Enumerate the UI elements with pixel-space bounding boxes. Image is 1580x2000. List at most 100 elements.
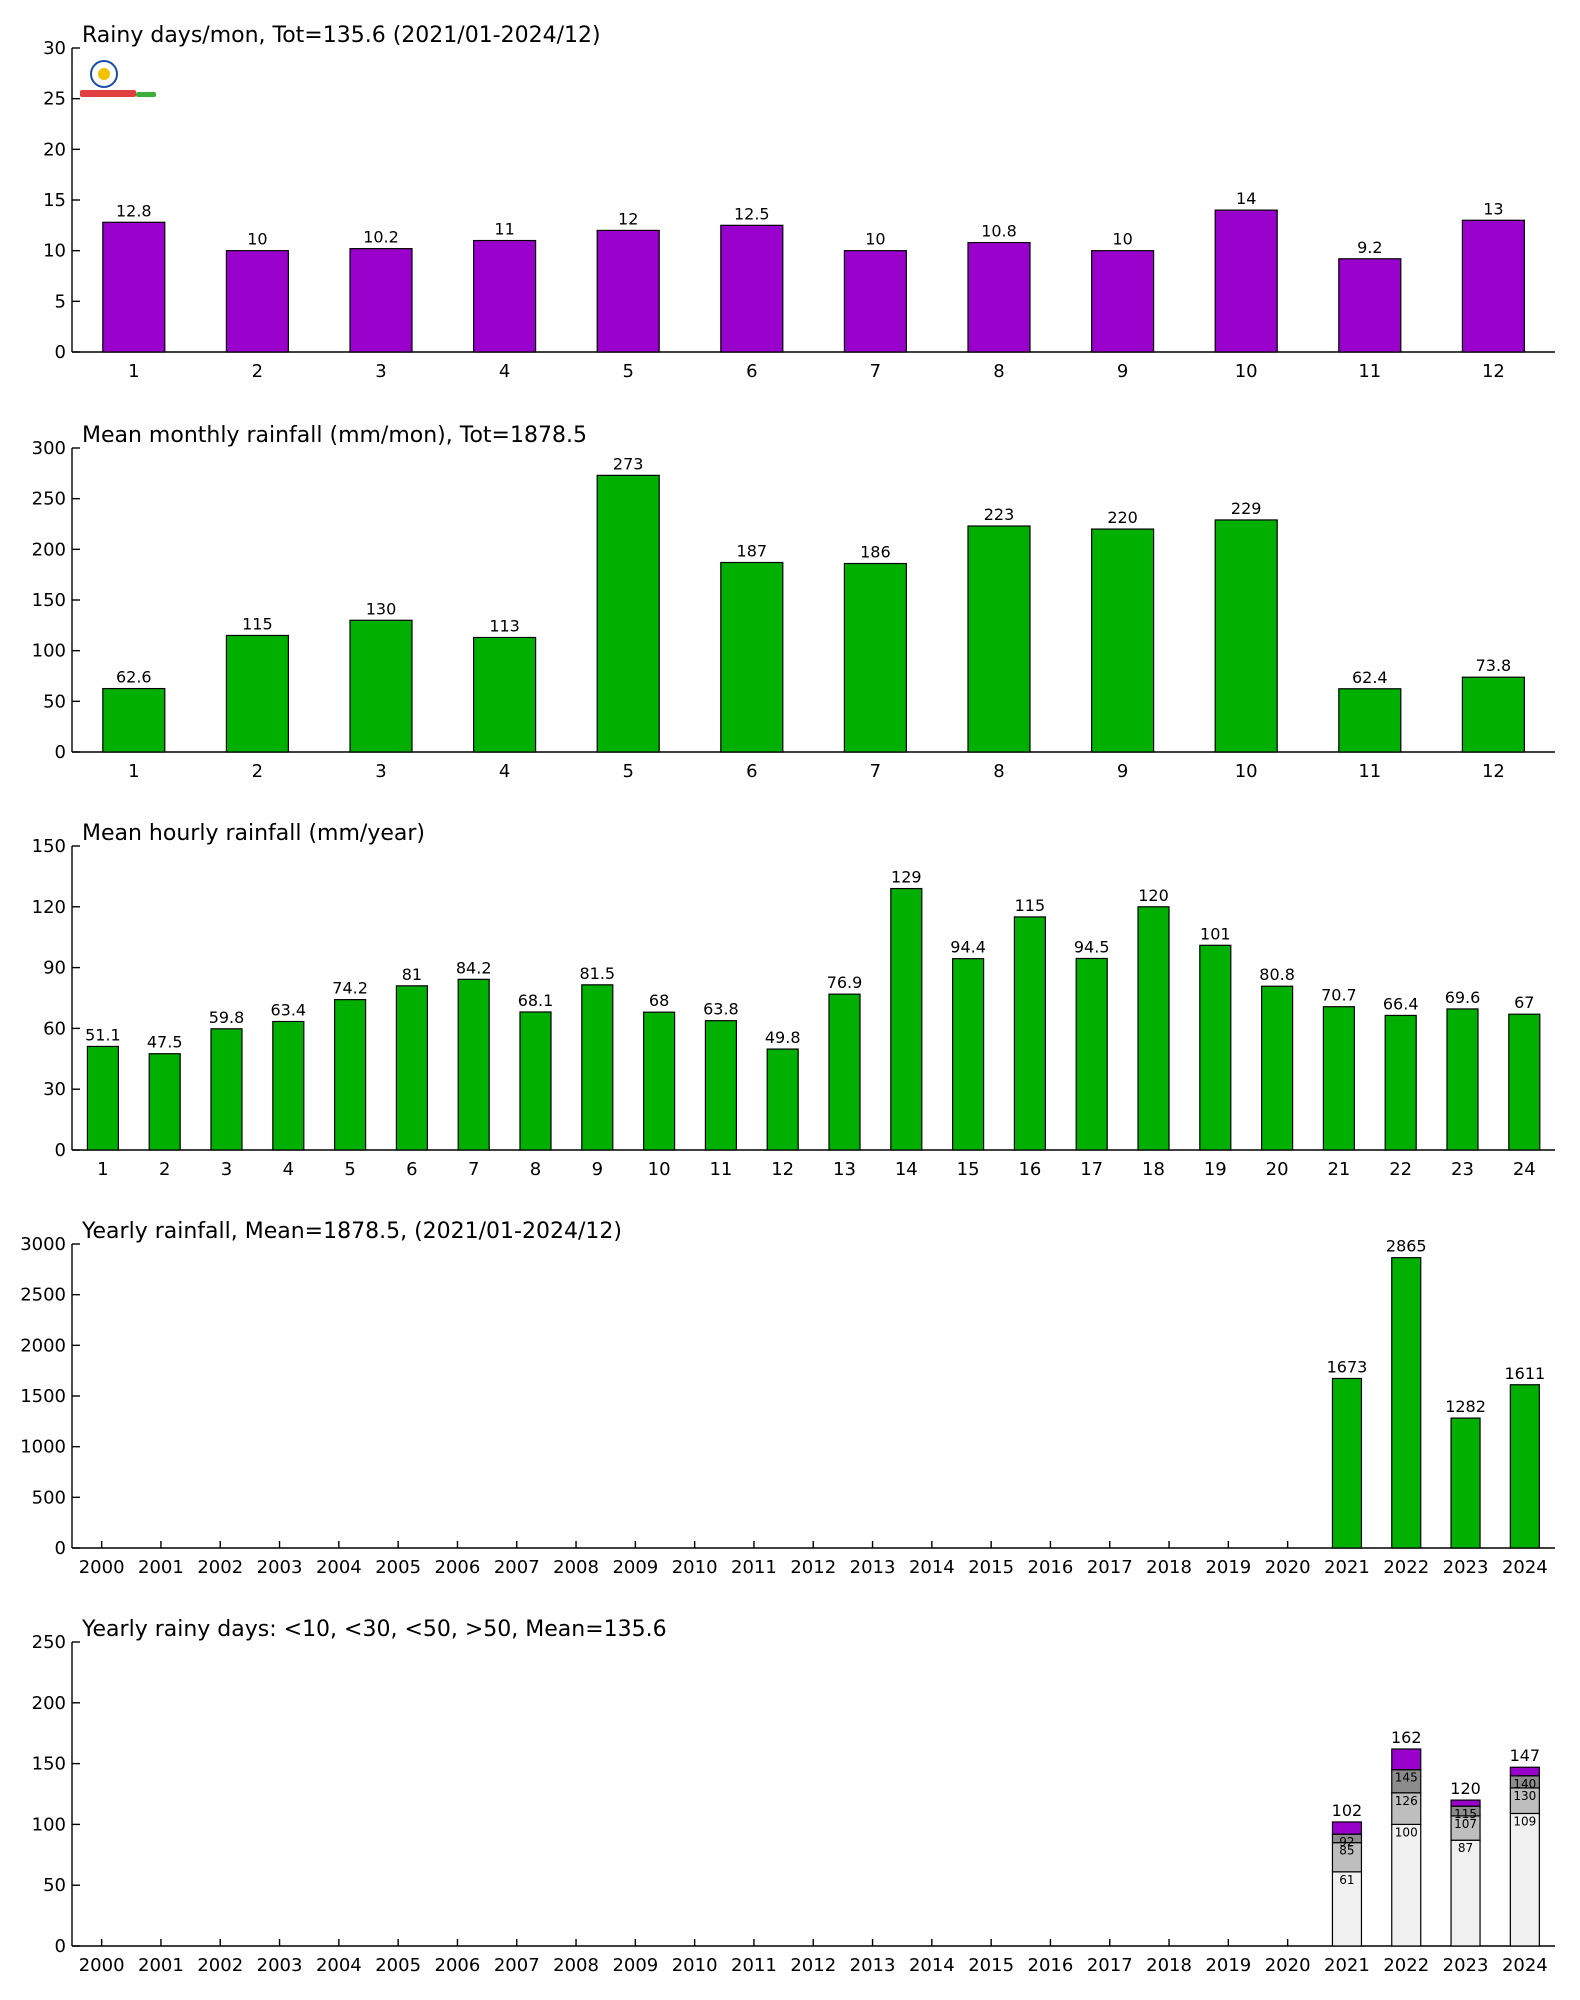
x-tick-label: 2015 [968,1557,1014,1578]
bar [1013,916,1047,1151]
bar-value-label: 59.8 [209,1008,245,1027]
chart-panel-4: Yearly rainfall, Mean=1878.5, (2021/01-2… [20,1219,1555,1578]
bar-value-label: 81 [402,965,422,984]
bar [1214,519,1278,753]
bar [843,562,908,753]
bar-value-label: 62.4 [1352,668,1388,687]
x-tick-label: 2024 [1502,1955,1548,1976]
y-tick-label: 0 [55,1538,66,1559]
stacked-bar-segment [1450,1839,1481,1947]
y-tick-label: 20 [43,139,66,160]
stacked-segment-label: 92 [1339,1835,1354,1849]
y-tick-label: 2500 [20,1285,66,1306]
x-tick-label: 8 [993,361,1004,382]
bar [720,561,784,753]
x-tick-label: 2011 [731,1557,777,1578]
x-tick-label: 9 [1117,761,1128,782]
bar-value-label: 229 [1231,499,1262,518]
x-tick-label: 2023 [1443,1557,1489,1578]
x-tick-label: 2 [252,761,263,782]
bar [1338,258,1402,353]
bar-value-label: 1673 [1327,1357,1368,1376]
x-tick-label: 2 [252,361,263,382]
bar-value-label: 66.4 [1383,994,1419,1013]
bar-value-label: 1611 [1504,1364,1545,1383]
x-tick-label: 2022 [1383,1955,1429,1976]
x-tick-label: 7 [870,761,881,782]
bar [86,1045,120,1151]
bar [1461,676,1526,753]
bar [1450,1417,1481,1549]
bar-value-label: 220 [1107,508,1138,527]
stacked-segment-label: 115 [1454,1807,1477,1821]
y-tick-label: 50 [43,691,66,712]
bar [967,241,1031,353]
x-tick-label: 4 [499,761,510,782]
bar-value-label: 68 [649,991,669,1010]
bar-value-label: 68.1 [518,991,554,1010]
x-tick-label: 3 [375,761,386,782]
stacked-bar-segment [1450,1815,1481,1841]
bar-value-label: 94.4 [950,938,986,957]
bar [334,999,367,1151]
x-tick-label: 5 [344,1159,355,1180]
y-tick-label: 1500 [20,1386,66,1407]
x-tick-label: 6 [746,361,757,382]
y-tick-label: 60 [43,1018,66,1039]
x-tick-label: 2015 [968,1955,1014,1976]
bar-value-label: 10.8 [981,222,1017,241]
bar [720,224,784,353]
x-tick-label: 2000 [79,1955,125,1976]
bar-value-label: 113 [489,616,520,635]
x-tick-label: 23 [1451,1159,1474,1180]
x-tick-label: 2003 [257,1955,303,1976]
bar-value-label: 94.5 [1074,937,1110,956]
x-tick-label: 2003 [257,1557,303,1578]
bar-value-label: 273 [613,454,644,473]
x-tick-label: 20 [1266,1159,1289,1180]
y-tick-label: 90 [43,958,66,979]
x-tick-label: 10 [1235,361,1258,382]
chart-title: Yearly rainfall, Mean=1878.5, (2021/01-2… [81,1219,622,1244]
x-tick-label: 24 [1513,1159,1536,1180]
x-tick-label: 2012 [790,1557,836,1578]
bar-value-label: 49.8 [765,1028,801,1047]
x-tick-label: 14 [895,1159,918,1180]
bar [1260,985,1294,1151]
stacked-segment-label: 100 [1395,1825,1418,1839]
x-tick-label: 3 [375,361,386,382]
stacked-bar-segment [1450,1799,1481,1807]
y-tick-label: 30 [43,38,66,59]
bar [1391,1257,1422,1549]
bar-value-label: 12.8 [116,201,152,220]
x-tick-label: 21 [1327,1159,1350,1180]
bar-value-label: 76.9 [827,973,863,992]
bar [1331,1377,1363,1549]
x-tick-label: 2020 [1265,1955,1311,1976]
x-tick-label: 2019 [1205,1955,1251,1976]
x-tick-label: 2018 [1146,1557,1192,1578]
y-tick-label: 30 [43,1079,66,1100]
chart-title: Mean monthly rainfall (mm/mon), Tot=1878… [82,423,587,448]
x-tick-label: 16 [1018,1159,1041,1180]
x-tick-label: 18 [1142,1159,1165,1180]
stacked-segment-label: 85 [1339,1844,1354,1858]
bar-value-label: 10.2 [363,228,399,247]
stacked-total-label: 102 [1332,1801,1363,1820]
stacked-segment-label: 109 [1513,1814,1536,1828]
x-tick-label: 12 [1482,761,1505,782]
bar [890,887,923,1151]
y-tick-label: 250 [32,1632,66,1653]
bar-value-label: 14 [1236,189,1256,208]
bar-value-label: 10 [865,230,885,249]
x-tick-label: 2017 [1087,1557,1133,1578]
stacked-total-label: 120 [1450,1779,1481,1798]
station-logo [80,60,156,97]
bar [225,250,289,353]
bar [349,248,413,353]
bar [967,525,1031,753]
x-tick-label: 2002 [197,1955,243,1976]
x-tick-label: 2007 [494,1557,540,1578]
x-tick-label: 2024 [1502,1557,1548,1578]
